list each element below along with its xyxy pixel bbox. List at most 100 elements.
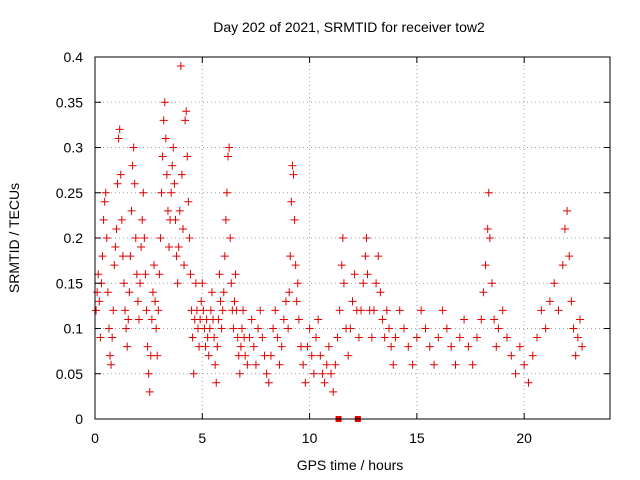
data-point bbox=[237, 324, 246, 333]
data-point bbox=[102, 234, 111, 242]
data-point bbox=[389, 360, 398, 369]
data-point bbox=[148, 288, 157, 297]
data-point bbox=[417, 306, 426, 315]
x-tick-label: 10 bbox=[302, 430, 318, 446]
data-point bbox=[404, 342, 413, 351]
data-point bbox=[220, 252, 229, 261]
data-point bbox=[186, 270, 195, 279]
data-point bbox=[118, 252, 127, 261]
data-point bbox=[264, 378, 273, 387]
y-tick-label: 0.05 bbox=[56, 366, 83, 382]
data-point bbox=[168, 161, 177, 170]
data-point bbox=[374, 252, 383, 261]
data-point bbox=[111, 243, 120, 252]
data-point bbox=[172, 252, 181, 261]
data-point bbox=[369, 306, 378, 315]
data-point bbox=[180, 261, 189, 270]
data-point bbox=[288, 161, 297, 170]
data-point bbox=[412, 333, 421, 342]
data-point bbox=[507, 351, 516, 360]
data-point bbox=[575, 315, 584, 324]
data-point bbox=[184, 197, 193, 206]
data-point bbox=[320, 378, 329, 387]
data-point bbox=[537, 306, 546, 315]
data-point bbox=[151, 297, 160, 306]
data-point bbox=[294, 315, 303, 324]
data-point bbox=[498, 306, 507, 315]
data-point bbox=[101, 188, 110, 197]
data-point bbox=[571, 351, 580, 360]
data-point bbox=[183, 152, 192, 161]
data-point bbox=[156, 234, 165, 242]
data-point bbox=[114, 134, 123, 143]
data-point bbox=[322, 360, 331, 369]
data-point bbox=[214, 315, 223, 324]
data-point bbox=[178, 224, 187, 233]
data-point bbox=[515, 342, 524, 351]
data-point bbox=[116, 170, 125, 179]
data-point bbox=[103, 288, 112, 297]
data-point bbox=[128, 161, 137, 170]
data-point bbox=[305, 324, 314, 333]
data-point bbox=[162, 170, 171, 179]
data-point bbox=[197, 297, 206, 306]
data-point bbox=[198, 279, 207, 288]
y-tick-label: 0.35 bbox=[56, 94, 83, 110]
data-point bbox=[357, 306, 366, 315]
data-point bbox=[230, 297, 239, 306]
data-point bbox=[335, 306, 344, 315]
data-point bbox=[182, 107, 191, 116]
data-point bbox=[468, 360, 477, 369]
data-point bbox=[578, 342, 587, 351]
data-point bbox=[173, 279, 182, 288]
data-point bbox=[339, 279, 348, 288]
data-point bbox=[275, 360, 284, 369]
data-point bbox=[524, 378, 533, 387]
data-point bbox=[171, 215, 180, 224]
data-point bbox=[139, 188, 148, 197]
data-point bbox=[367, 333, 376, 342]
data-point bbox=[455, 333, 464, 342]
data-point bbox=[199, 306, 208, 315]
data-point bbox=[447, 342, 456, 351]
data-point bbox=[554, 306, 563, 315]
data-point bbox=[545, 297, 554, 306]
data-point bbox=[363, 270, 372, 279]
x-tick-label: 20 bbox=[516, 430, 532, 446]
data-point bbox=[108, 333, 117, 342]
data-point bbox=[442, 324, 451, 333]
data-point bbox=[327, 369, 336, 378]
data-point bbox=[163, 206, 172, 215]
data-point bbox=[284, 324, 293, 333]
data-point bbox=[100, 197, 109, 206]
data-point bbox=[188, 333, 197, 342]
data-point bbox=[153, 351, 162, 360]
data-point bbox=[277, 342, 286, 351]
data-point bbox=[279, 315, 288, 324]
data-point bbox=[122, 324, 131, 333]
data-point bbox=[115, 125, 124, 134]
data-point bbox=[387, 342, 396, 351]
y-tick-label: 0.2 bbox=[64, 230, 84, 246]
data-point bbox=[376, 288, 385, 297]
data-point bbox=[384, 324, 393, 333]
data-point bbox=[93, 288, 102, 297]
data-point bbox=[316, 351, 325, 360]
data-point bbox=[144, 369, 153, 378]
data-point bbox=[210, 333, 219, 342]
data-point bbox=[291, 261, 300, 270]
y-tick-label: 0.15 bbox=[56, 275, 83, 291]
data-point bbox=[132, 270, 141, 279]
data-point bbox=[155, 270, 164, 279]
x-tick-label: 15 bbox=[409, 430, 425, 446]
data-point bbox=[307, 351, 316, 360]
y-axis-label: SRMTID / TECUs bbox=[6, 183, 22, 293]
data-point bbox=[221, 215, 230, 224]
data-point bbox=[241, 351, 250, 360]
data-point bbox=[494, 324, 503, 333]
data-point bbox=[176, 62, 185, 71]
data-point bbox=[109, 306, 118, 315]
y-tick-label: 0.3 bbox=[64, 140, 84, 156]
